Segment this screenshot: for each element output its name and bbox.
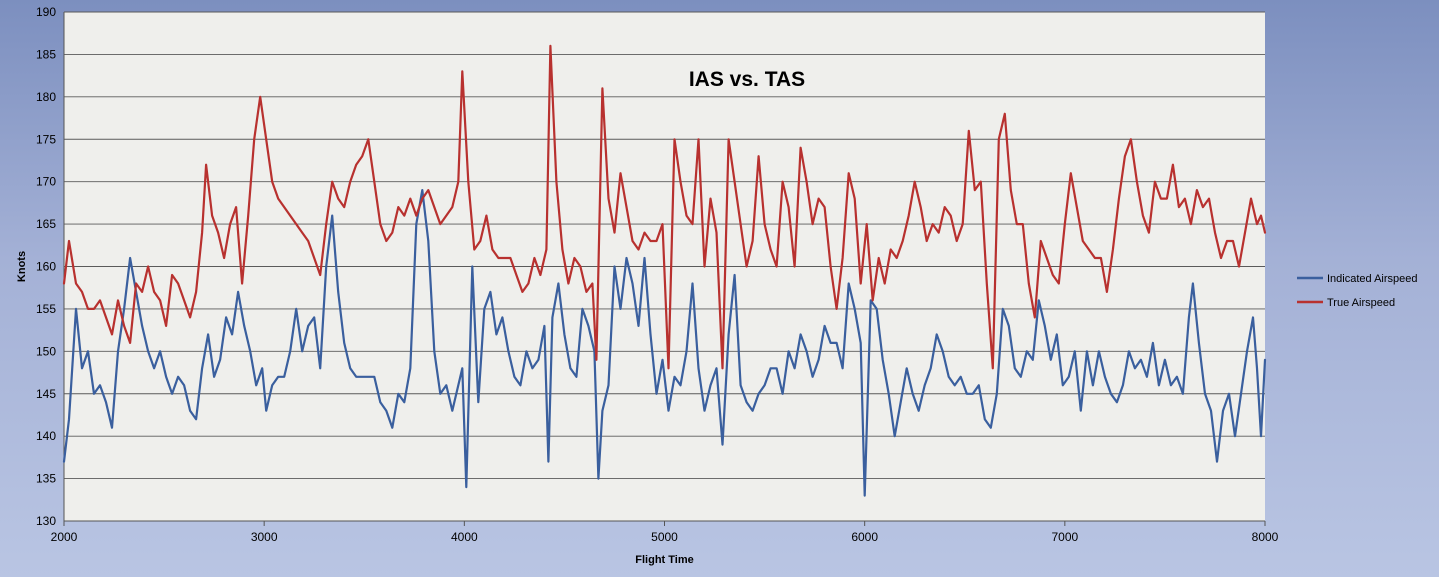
y-tick-label: 170 — [36, 175, 56, 189]
x-tick-label: 4000 — [451, 530, 478, 544]
y-tick-label: 135 — [36, 472, 56, 486]
legend: Indicated Airspeed True Airspeed — [1297, 273, 1418, 309]
series-lines — [62, 44, 1267, 497]
y-tick-label: 130 — [36, 514, 56, 528]
y-axis-title: Knots — [16, 251, 28, 282]
chart-title: IAS vs. TAS — [689, 68, 805, 91]
y-tick-label: 150 — [36, 344, 56, 358]
legend-label-indicated-airspeed: Indicated Airspeed — [1327, 273, 1418, 285]
x-tick-label: 2000 — [51, 530, 78, 544]
y-tick-label: 180 — [36, 90, 56, 104]
x-tick-label: 8000 — [1252, 530, 1279, 544]
y-tick-labels: 130 135 140 145 150 155 160 165 170 175 180 185 190 — [36, 5, 56, 528]
y-tick-label: 155 — [36, 302, 56, 316]
x-tick-label: 6000 — [851, 530, 878, 544]
series-line-true-airspeed — [62, 44, 1267, 370]
x-axis-title: Flight Time — [635, 554, 693, 566]
y-tick-label: 185 — [36, 47, 56, 61]
y-tick-label: 140 — [36, 429, 56, 443]
series-line-indicated-airspeed — [62, 189, 1267, 497]
x-tick-label: 5000 — [651, 530, 678, 544]
y-tick-label: 165 — [36, 217, 56, 231]
x-tick-label: 7000 — [1051, 530, 1078, 544]
legend-label-true-airspeed: True Airspeed — [1327, 297, 1395, 309]
x-tick-label: 3000 — [251, 530, 278, 544]
x-tick-labels: 2000 3000 4000 5000 6000 7000 8000 — [51, 521, 1279, 544]
y-tick-label: 160 — [36, 260, 56, 274]
y-tick-label: 190 — [36, 5, 56, 19]
y-tick-label: 175 — [36, 132, 56, 146]
y-tick-label: 145 — [36, 387, 56, 401]
